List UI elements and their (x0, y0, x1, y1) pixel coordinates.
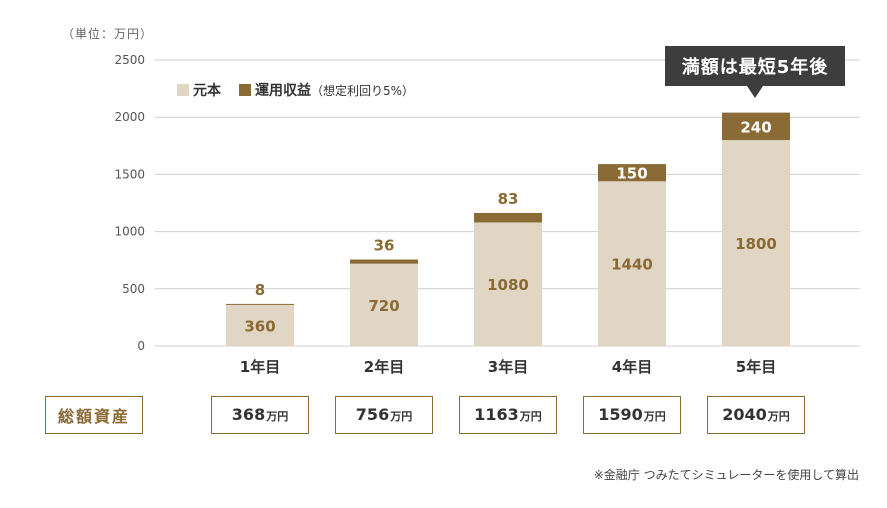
legend-item-returns: 運用収益 （想定利回り5%） (239, 80, 414, 100)
total-value: 368 (231, 405, 266, 424)
total-box-5: 2040 万円 (707, 396, 805, 434)
data-label-principal: 1080 (487, 276, 529, 294)
total-unit: 万円 (767, 410, 790, 423)
bar-principal (722, 140, 790, 346)
y-tick-label: 1000 (114, 225, 145, 239)
y-tick-label: 2500 (114, 53, 145, 67)
legend-label-returns: 運用収益 (255, 83, 311, 99)
legend-note-returns: （想定利回り5%） (311, 83, 415, 98)
callout-arrow (747, 86, 763, 98)
total-box-1: 368 万円 (211, 396, 309, 434)
x-category-label: 5年目 (736, 358, 776, 376)
data-label-returns: 36 (374, 237, 395, 255)
bar-principal (350, 263, 418, 346)
x-category-label: 4年目 (612, 358, 652, 376)
total-box-3: 1163 万円 (459, 396, 557, 434)
data-label-returns: 150 (616, 165, 647, 183)
y-tick-label: 1500 (114, 167, 145, 181)
bar-returns (474, 212, 542, 223)
unit-label: （単位：万円） (62, 27, 154, 41)
total-value: 2040 (722, 405, 767, 424)
footnote: ※金融庁 つみたてシミュレーターを使用して算出 (593, 468, 859, 482)
total-assets-label: 総額資産 (45, 396, 143, 434)
total-unit: 万円 (390, 410, 413, 423)
bar-returns (722, 112, 790, 141)
y-tick-label: 0 (137, 339, 145, 353)
callout-badge: 満額は最短5年後 (665, 46, 845, 86)
data-label-returns: 83 (498, 190, 519, 208)
total-unit: 万円 (643, 410, 666, 423)
y-tick-label: 2000 (114, 110, 145, 124)
bar-principal (598, 181, 666, 346)
total-value: 1163 (474, 405, 519, 424)
total-value: 756 (355, 405, 390, 424)
data-label-principal: 720 (368, 297, 399, 315)
legend-item-principal: 元本 (177, 80, 221, 100)
legend-swatch-principal (177, 84, 189, 96)
legend: 元本 運用収益 （想定利回り5%） (177, 80, 432, 100)
x-category-label: 1年目 (240, 358, 280, 376)
bar-returns (598, 164, 666, 182)
x-category-label: 3年目 (488, 358, 528, 376)
legend-swatch-returns (239, 84, 251, 96)
bar-returns (226, 303, 294, 305)
bar-returns (350, 259, 418, 264)
data-label-principal: 1800 (735, 235, 777, 253)
data-label-principal: 1440 (611, 256, 653, 274)
total-box-2: 756 万円 (335, 396, 433, 434)
bar-principal (474, 222, 542, 346)
x-category-label: 2年目 (364, 358, 404, 376)
total-value: 1590 (598, 405, 643, 424)
data-label-principal: 360 (244, 317, 275, 335)
data-label-returns: 8 (255, 281, 265, 299)
legend-label-principal: 元本 (193, 83, 221, 99)
bar-principal (226, 304, 294, 346)
total-unit: 万円 (266, 410, 289, 423)
total-unit: 万円 (519, 410, 542, 423)
data-label-returns: 240 (740, 118, 771, 136)
total-box-4: 1590 万円 (583, 396, 681, 434)
y-tick-label: 500 (122, 282, 145, 296)
